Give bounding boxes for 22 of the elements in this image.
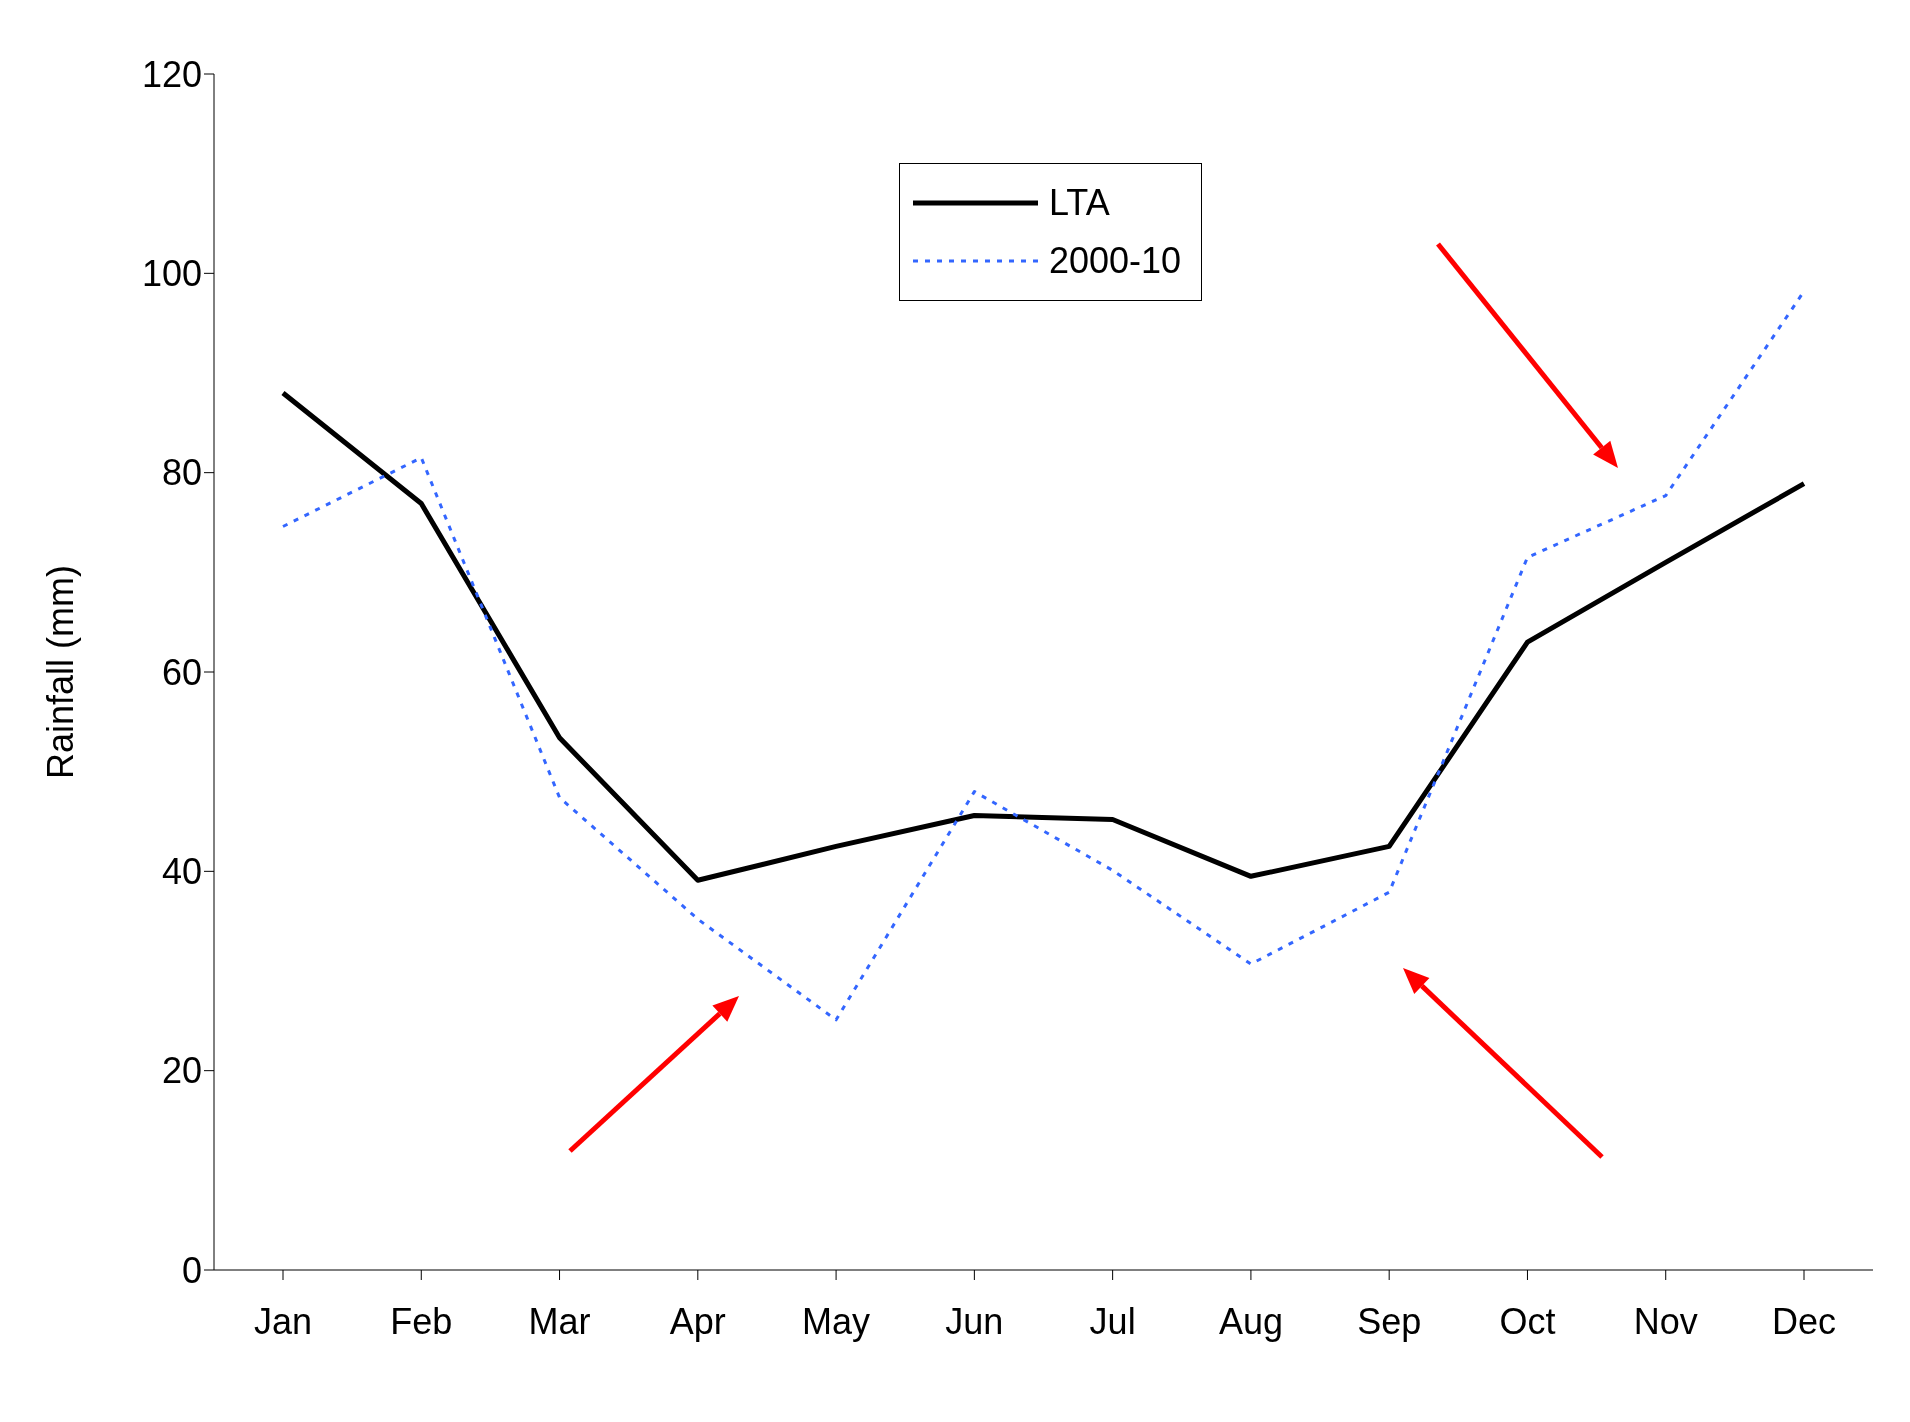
x-tick-label: Feb (390, 1300, 453, 1342)
x-tick-label: Oct (1499, 1300, 1556, 1342)
y-tick-label: 40 (161, 851, 202, 893)
x-tick-label: Nov (1633, 1300, 1698, 1342)
y-tick-label: 120 (141, 53, 202, 95)
y-axis-title: Rainfall (mm) (39, 564, 81, 780)
x-tick-label: Dec (1771, 1300, 1837, 1342)
y-tick-label: 80 (161, 452, 202, 494)
x-tick-label: Sep (1357, 1300, 1422, 1342)
x-tick-label: Apr (669, 1300, 726, 1342)
x-tick-label: Jun (945, 1300, 1004, 1342)
legend-label: LTA (1049, 182, 1110, 224)
y-tick-label: 60 (161, 651, 202, 693)
y-tick-label: 100 (141, 253, 202, 295)
x-tick-label: Jul (1089, 1300, 1136, 1342)
x-tick-label: May (802, 1300, 871, 1342)
legend-label: 2000-10 (1049, 240, 1182, 282)
x-tick-label: Mar (528, 1300, 591, 1342)
y-tick-label: 20 (161, 1050, 202, 1092)
y-tick-label: 0 (181, 1249, 202, 1291)
x-tick-label: Aug (1218, 1300, 1283, 1342)
x-tick-label: Jan (253, 1300, 313, 1342)
